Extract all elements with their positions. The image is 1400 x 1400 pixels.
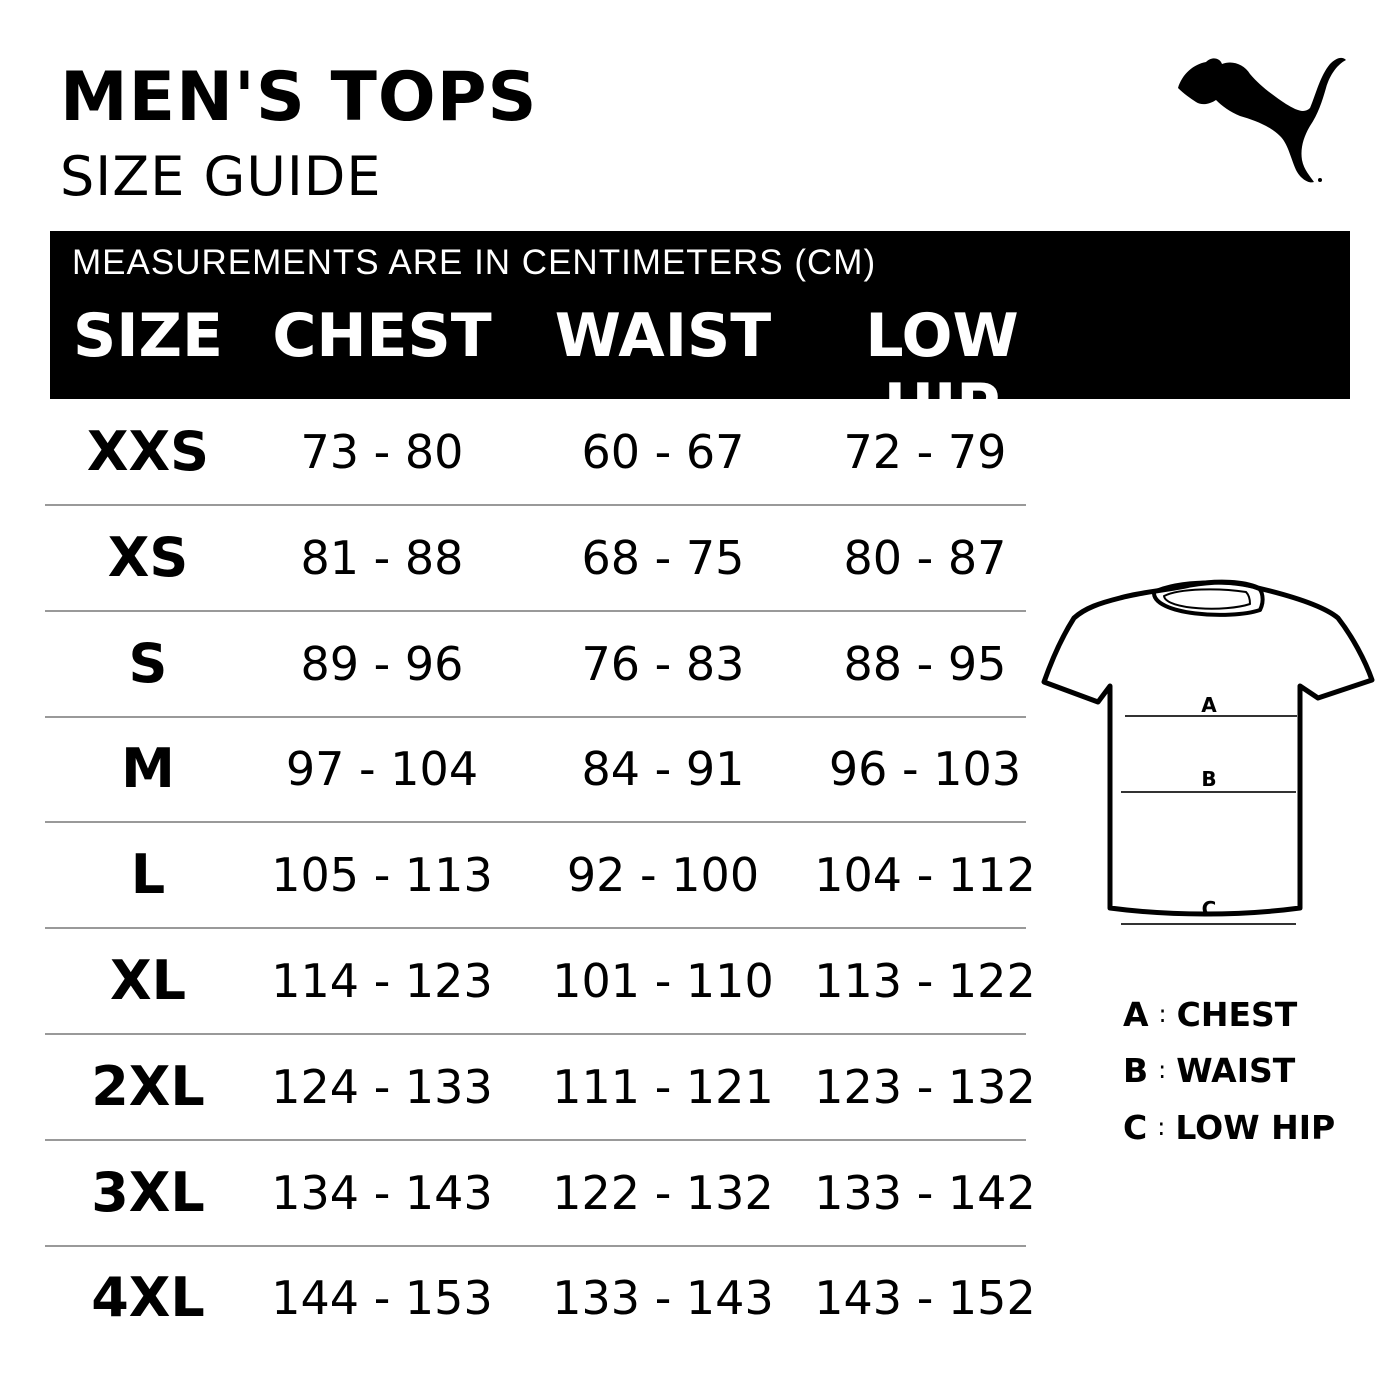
- size-cell: L: [130, 843, 166, 907]
- low-hip-cell: 143 - 152: [814, 1271, 1036, 1326]
- chest-cell: 124 - 133: [271, 1059, 493, 1114]
- table-row: L 105 - 113 92 - 100 104 - 112: [45, 823, 1036, 930]
- marker-a: A: [1201, 693, 1217, 717]
- column-header-low-hip: LOW HIP: [865, 301, 1019, 441]
- low-hip-cell: 133 - 142: [814, 1165, 1036, 1220]
- table-row: 4XL 144 - 153 133 - 143 143 - 152: [45, 1246, 1036, 1352]
- row-divider: [45, 1033, 1026, 1035]
- table-row: XXS 73 - 80 60 - 67 72 - 79: [45, 400, 1026, 506]
- tshirt-diagram: A B C: [1041, 579, 1375, 925]
- column-header-size: SIZE: [72, 301, 224, 371]
- table-row: S 89 - 96 76 - 83 88 - 95: [45, 612, 1026, 718]
- table-row: 2XL 124 - 133 111 - 121 123 - 132: [45, 1035, 1036, 1141]
- page-subtitle: SIZE GUIDE: [60, 145, 382, 208]
- row-divider: [45, 821, 1026, 824]
- page-title: MEN'S TOPS: [60, 58, 538, 137]
- column-header-chest: CHEST: [272, 301, 492, 371]
- size-cell: S: [128, 631, 168, 695]
- chest-cell: 81 - 88: [300, 530, 464, 585]
- units-note: MEASUREMENTS ARE IN CENTIMETERS (CM): [72, 243, 877, 282]
- table-row: 3XL 134 - 143 122 - 132 133 - 142: [45, 1141, 1036, 1247]
- chest-cell: 144 - 153: [271, 1271, 493, 1326]
- row-divider: [45, 1244, 1026, 1247]
- size-cell: 3XL: [91, 1160, 205, 1224]
- low-hip-cell: 80 - 87: [843, 530, 1007, 585]
- chest-cell: 105 - 113: [271, 848, 493, 903]
- puma-logo-icon: [1178, 57, 1346, 183]
- waist-cell: 68 - 75: [581, 530, 745, 585]
- low-hip-cell: 123 - 132: [814, 1059, 1036, 1114]
- chest-cell: 89 - 96: [300, 636, 464, 691]
- chest-cell: 114 - 123: [271, 954, 493, 1008]
- row-divider: [45, 609, 1026, 612]
- low-hip-cell: 96 - 103: [828, 742, 1022, 797]
- waist-cell: 84 - 91: [581, 742, 745, 797]
- waist-cell: 101 - 110: [552, 954, 774, 1008]
- marker-c: C: [1202, 897, 1217, 921]
- waist-cell: 92 - 100: [566, 848, 760, 903]
- column-header-waist: WAIST: [554, 301, 772, 371]
- chest-cell: 97 - 104: [285, 742, 479, 797]
- waist-cell: 111 - 121: [552, 1059, 774, 1114]
- size-cell: XXS: [86, 420, 210, 483]
- waist-cell: 60 - 67: [581, 425, 745, 479]
- size-cell: 4XL: [91, 1266, 205, 1330]
- size-cell: M: [121, 737, 175, 801]
- size-cell: XS: [107, 525, 189, 589]
- row-divider: [45, 504, 1026, 506]
- waist-cell: 122 - 132: [552, 1165, 774, 1220]
- low-hip-cell: 113 - 122: [814, 954, 1036, 1008]
- row-divider: [45, 1138, 1026, 1141]
- chest-cell: 134 - 143: [271, 1165, 493, 1220]
- low-hip-cell: 104 - 112: [814, 848, 1036, 903]
- table-row: XL 114 - 123 101 - 110 113 - 122: [45, 929, 1036, 1035]
- legend-item-low-hip: C: LOW HIP: [1123, 1108, 1336, 1147]
- table-row: XS 81 - 88 68 - 75 80 - 87: [45, 506, 1026, 612]
- row-divider: [45, 927, 1026, 930]
- marker-b: B: [1201, 767, 1216, 791]
- table-row: M 97 - 104 84 - 91 96 - 103: [45, 717, 1026, 824]
- row-divider: [45, 715, 1026, 718]
- table-header: MEASUREMENTS ARE IN CENTIMETERS (CM) SIZ…: [50, 231, 1350, 441]
- tshirt-outline-icon: [1041, 579, 1375, 917]
- waist-cell: 76 - 83: [581, 636, 745, 691]
- legend-item-waist: B: WAIST: [1123, 1051, 1296, 1090]
- waist-cell: 133 - 143: [552, 1271, 774, 1326]
- low-hip-cell: 72 - 79: [843, 425, 1007, 479]
- legend-item-chest: A: CHEST: [1123, 995, 1298, 1034]
- size-cell: XL: [109, 949, 187, 1012]
- chest-cell: 73 - 80: [300, 425, 464, 479]
- low-hip-cell: 88 - 95: [843, 636, 1007, 691]
- size-cell: 2XL: [91, 1054, 205, 1118]
